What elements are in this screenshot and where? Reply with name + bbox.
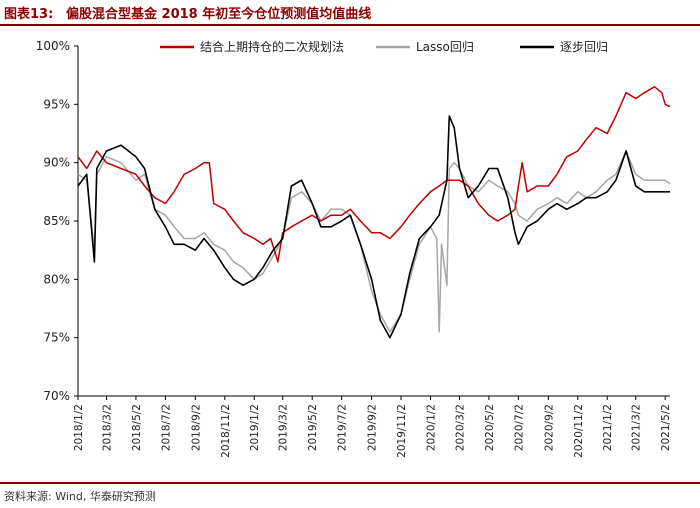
legend-label-1: Lasso回归 — [416, 40, 474, 54]
y-tick-label: 100% — [36, 39, 70, 53]
x-tick-label: 2021/5/2 — [660, 404, 672, 451]
x-tick-label: 2021/1/2 — [602, 404, 614, 451]
x-tick-label: 2020/7/2 — [513, 404, 525, 451]
source-note: 资料来源: Wind, 华泰研究预测 — [4, 490, 156, 503]
legend-label-0: 结合上期持仓的二次规划法 — [200, 39, 344, 54]
x-tick-label: 2019/5/2 — [307, 404, 319, 451]
figure-title: 偏股混合型基金 2018 年初至今仓位预测值均值曲线 — [66, 7, 372, 22]
y-tick-label: 90% — [43, 156, 70, 170]
x-tick-label: 2020/1/2 — [425, 404, 437, 451]
x-tick-label: 2018/11/2 — [220, 404, 232, 458]
series-line-1 — [77, 150, 671, 333]
x-tick-label: 2021/3/2 — [631, 404, 643, 451]
figure-label: 图表13: — [4, 7, 54, 22]
chart-area: 70% 75% 80% 85% 90% 95% 100% 2018/1/2 2018/3/2 20… — [36, 39, 672, 458]
figure-title-bar: 图表13: 偏股混合型基金 2018 年初至今仓位预测值均值曲线 — [0, 0, 700, 26]
x-tick-label: 2020/11/2 — [573, 404, 585, 458]
y-tick-label: 85% — [43, 214, 70, 228]
series-line-2 — [77, 115, 670, 339]
x-tick-label: 2018/5/2 — [131, 404, 143, 451]
source-bar: 资料来源: Wind, 华泰研究预测 — [0, 482, 700, 508]
x-tick-label: 2019/9/2 — [367, 404, 379, 451]
y-tick-label: 80% — [43, 272, 70, 286]
x-tick-label: 2019/11/2 — [396, 404, 408, 458]
x-tick-label: 2018/9/2 — [190, 404, 202, 451]
x-tick-label: 2019/3/2 — [278, 404, 290, 451]
x-tick-label: 2018/1/2 — [73, 404, 85, 451]
x-tick-label: 2020/9/2 — [543, 404, 555, 451]
series-line-0 — [77, 86, 671, 263]
legend-label-2: 逐步回归 — [560, 40, 608, 54]
x-tick-label: 2018/7/2 — [160, 404, 172, 451]
y-tick-label: 95% — [43, 97, 70, 111]
x-tick-label: 2020/3/2 — [454, 404, 466, 451]
y-tick-label: 75% — [43, 331, 70, 345]
x-tick-label: 2020/5/2 — [484, 404, 496, 451]
y-tick-label: 70% — [43, 389, 70, 403]
x-tick-label: 2019/1/2 — [249, 404, 261, 451]
x-tick-label: 2019/7/2 — [337, 404, 349, 451]
x-tick-label: 2018/3/2 — [101, 404, 113, 451]
